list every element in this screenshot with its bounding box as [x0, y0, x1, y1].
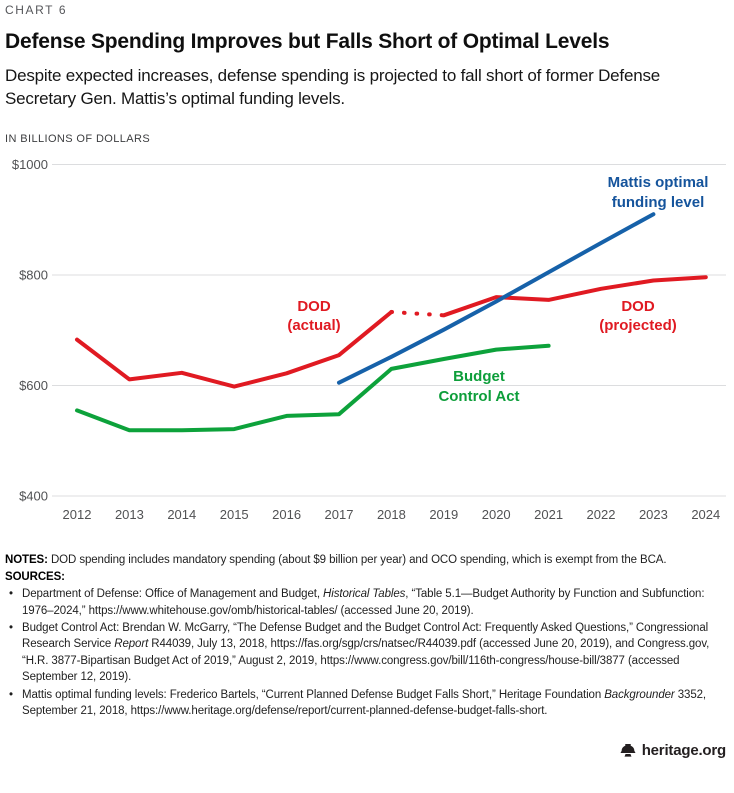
- y-tick-label: $600: [19, 378, 48, 393]
- x-tick-label: 2015: [220, 507, 249, 522]
- source-3-pre: Mattis optimal funding levels: Frederico…: [22, 688, 605, 701]
- mattis-label-line1: Mattis optimal: [608, 174, 709, 191]
- x-tick-label: 2019: [429, 507, 458, 522]
- line-chart: $1000 $800 $600 $400 2012 2013 2014 2015 2016 201…: [12, 157, 726, 522]
- y-tick-label: $800: [19, 268, 48, 283]
- footnotes: NOTES: DOD spending includes mandatory s…: [5, 552, 726, 719]
- series-line-solid: [337, 212, 656, 385]
- source-1-italic: Historical Tables: [323, 588, 406, 601]
- dod-actual-label-line1: DOD: [297, 298, 331, 315]
- x-tick-label: 2018: [377, 507, 406, 522]
- series-layer: [75, 212, 708, 433]
- heritage-logo: heritage.org: [0, 742, 734, 759]
- x-tick-label: 2021: [534, 507, 563, 522]
- chart-subtitle: Despite expected increases, defense spen…: [5, 66, 661, 109]
- x-tick-label: 2014: [167, 507, 196, 522]
- x-tick-label: 2013: [115, 507, 144, 522]
- y-axis-unit-label: IN BILLIONS OF DOLLARS: [5, 133, 151, 146]
- sources-label-text: SOURCES:: [5, 570, 65, 583]
- x-tick-label: 2023: [639, 507, 668, 522]
- series-line-solid: [441, 275, 708, 318]
- notes-label: NOTES:: [5, 554, 48, 567]
- source-2-post: R44039, July 13, 2018, https://fas.org/s…: [22, 638, 710, 684]
- x-tick-label: 2024: [691, 507, 720, 522]
- mattis-label-line2: funding level: [612, 194, 705, 211]
- dod-actual-label-line2: (actual): [287, 317, 340, 334]
- source-item: • Mattis optimal funding levels: Frederic…: [5, 687, 726, 720]
- x-tick-label: 2020: [482, 507, 511, 522]
- series-line-solid: [75, 310, 394, 389]
- notes-text: DOD spending includes mandatory spending…: [50, 554, 667, 567]
- series-line-solid: [75, 343, 551, 433]
- bullet-icon: •: [9, 688, 13, 701]
- source-item: • Department of Defense: Office of Manage…: [5, 586, 726, 619]
- source-3-italic: Backgrounder: [604, 688, 675, 701]
- grid-layer: $1000 $800 $600 $400 2012 2013 2014 2015 2016 201…: [12, 157, 726, 522]
- source-1-post: , “Table 5.1—Budget Authority by Functio…: [22, 588, 705, 617]
- page-title: Defense Spending Improves but Falls Shor…: [5, 30, 610, 53]
- bullet-icon: •: [9, 621, 13, 634]
- bca-label-line2: Control Act: [438, 388, 519, 405]
- series-line-dotted: [389, 310, 446, 318]
- liberty-bell-icon: [620, 743, 636, 757]
- x-tick-label: 2017: [325, 507, 354, 522]
- x-tick-label: 2016: [272, 507, 301, 522]
- source-3-post: 3352, September 21, 2018, https://www.he…: [22, 688, 707, 718]
- annotation-layer: DOD (actual) DOD (projected) Mattis opti…: [287, 174, 708, 405]
- heritage-logo-text: heritage.org: [641, 741, 726, 759]
- source-item: • Budget Control Act: Brendan W. McGarry,…: [5, 620, 726, 686]
- x-tick-label: 2012: [63, 507, 92, 522]
- sources-label: SOURCES:: [5, 569, 726, 585]
- x-tick-label: 2022: [587, 507, 616, 522]
- chart-kicker: CHART 6: [5, 3, 68, 17]
- source-2-pre: Budget Control Act: Brendan W. McGarry, …: [22, 621, 709, 651]
- bca-label-line1: Budget: [453, 368, 505, 385]
- y-tick-label: $1000: [12, 157, 48, 172]
- y-tick-label: $400: [19, 489, 48, 504]
- notes-line: NOTES: DOD spending includes mandatory s…: [5, 552, 726, 568]
- source-1-pre: Department of Defense: Office of Managem…: [22, 588, 324, 601]
- dod-projected-label-line1: DOD: [621, 298, 655, 315]
- bullet-icon: •: [9, 588, 13, 601]
- dod-projected-label-line2: (projected): [599, 317, 677, 334]
- source-2-italic: Report: [114, 638, 149, 651]
